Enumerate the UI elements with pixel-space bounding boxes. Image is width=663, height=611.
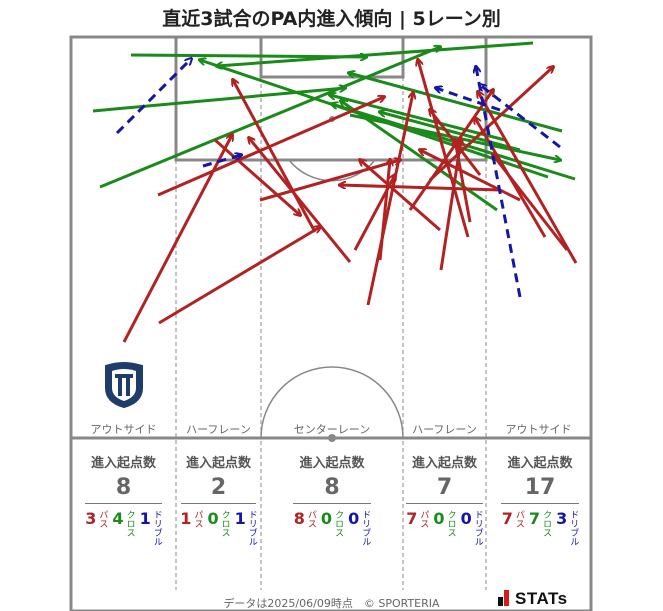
entry-breakdown: 8 パス 0 クロス 0 ドリブル: [293, 509, 371, 547]
dribble-count: 3: [556, 509, 568, 528]
stats-heading: 進入起点数: [411, 456, 477, 471]
pass-label: パス: [305, 510, 316, 528]
lane-stats-outside-left: 進入起点数 8 3 パス 4 クロス 1 ドリブル: [85, 452, 162, 546]
cross-count: 0: [207, 509, 219, 528]
cross-arrow: [200, 60, 549, 179]
pass-arrow: [378, 160, 390, 261]
cross-arrow: [330, 95, 506, 142]
cross-arrow: [99, 47, 440, 189]
cross-count: 0: [320, 509, 333, 528]
cross-label: クロス: [333, 510, 344, 537]
pass-arrow: [478, 92, 578, 264]
entry-total: 8: [293, 475, 371, 504]
pass-label: パス: [513, 510, 524, 528]
entry-total: 17: [501, 475, 579, 504]
cross-arrow: [349, 73, 563, 133]
entry-breakdown: 7 パス 7 クロス 3 ドリブル: [501, 509, 579, 547]
stats-bars-icon: [498, 590, 512, 606]
pass-count: 7: [501, 509, 513, 528]
pass-arrow: [475, 118, 547, 238]
pass-arrow: [408, 90, 493, 211]
lane-label-outside-right: アウトサイド: [505, 423, 572, 436]
pass-count: 3: [85, 509, 97, 528]
pass-arrow: [360, 160, 441, 232]
center-circle: [260, 366, 404, 439]
cross-arrow: [92, 88, 345, 113]
dribble-count: 1: [234, 509, 246, 528]
entry-total: 7: [406, 475, 483, 504]
lane-stats-center: 進入起点数 8 8 パス 0 クロス 0 ドリブル: [293, 452, 371, 546]
entry-breakdown: 7 パス 0 クロス 0 ドリブル: [406, 509, 483, 547]
chart-title: 直近3試合のPA内進入傾向 | 5レーン別: [162, 8, 501, 30]
pass-arrow: [157, 97, 384, 197]
dribble-count: 0: [460, 509, 472, 528]
dribble-arrow: [202, 155, 241, 168]
pass-count: 1: [180, 509, 192, 528]
pass-arrow: [455, 140, 472, 223]
dribble-arrow: [436, 88, 501, 112]
entry-breakdown: 1 パス 0 クロス 1 ドリブル: [180, 509, 257, 547]
dribble-arrows: [115, 59, 561, 298]
entry-breakdown: 3 パス 4 クロス 1 ドリブル: [85, 509, 162, 547]
pass-arrow: [214, 138, 300, 215]
pass-arrow: [430, 110, 482, 176]
pass-arrow: [259, 160, 400, 202]
brand-logo: STATs: [498, 589, 568, 609]
pass-arrow: [428, 67, 553, 182]
pass-label: パス: [192, 510, 203, 528]
cross-label: クロス: [541, 510, 552, 537]
stats-heading: 進入起点数: [507, 456, 573, 471]
cross-label: クロス: [219, 510, 230, 537]
dribble-count: 1: [139, 509, 151, 528]
lane-label-halfspace-right: ハーフレーン: [412, 423, 477, 436]
center-spot: [328, 434, 336, 442]
lane-stats-outside-right: 進入起点数 17 7 パス 7 クロス 3 ドリブル: [501, 452, 579, 546]
dribble-count: 0: [348, 509, 360, 528]
cross-arrow: [217, 41, 534, 66]
cross-arrows: [92, 41, 576, 212]
dribble-label: ドリブル: [360, 510, 371, 546]
pass-arrow: [233, 80, 317, 233]
pass-arrows: [122, 60, 578, 343]
pass-count: 7: [406, 509, 418, 528]
footer-credit: データは2025/06/09時点 © SPORTERIA: [223, 597, 440, 610]
pass-arrow: [366, 93, 413, 306]
dribble-arrow: [115, 59, 191, 135]
team-crest-icon: [105, 362, 143, 408]
pass-count: 8: [293, 509, 305, 528]
pass-arrow: [418, 60, 470, 238]
lane-stats-halfspace-left: 進入起点数 2 1 パス 0 クロス 1 ドリブル: [180, 452, 257, 547]
pass-arrow: [340, 185, 501, 192]
brand-text: STATs: [515, 589, 568, 608]
stats-heading: 進入起点数: [185, 456, 251, 471]
cross-label: クロス: [445, 510, 456, 537]
entry-total: 2: [181, 475, 256, 504]
cross-label: クロス: [124, 510, 135, 537]
cross-count: 7: [528, 509, 541, 528]
lane-label-outside-left: アウトサイド: [90, 423, 157, 436]
pass-label: パス: [97, 510, 108, 528]
stats-heading: 進入起点数: [299, 456, 365, 471]
lane-label-halfspace-left: ハーフレーン: [186, 423, 251, 436]
entry-total: 8: [85, 475, 162, 504]
cross-count: 4: [112, 509, 124, 528]
dribble-label: ドリブル: [246, 510, 257, 546]
pass-arrow: [353, 175, 395, 251]
dribble-arrow: [480, 85, 561, 149]
cross-count: 0: [433, 509, 445, 528]
cross-arrow: [380, 112, 521, 152]
lane-stats-halfspace-right: 進入起点数 7 7 パス 0 クロス 0 ドリブル: [406, 452, 483, 546]
stats-heading: 進入起点数: [90, 456, 156, 471]
dribble-label: ドリブル: [568, 510, 579, 546]
pass-arrow: [158, 227, 320, 325]
pass-arrow: [420, 150, 521, 202]
dribble-label: ドリブル: [151, 510, 162, 546]
lane-label-center: センターレーン: [293, 423, 371, 436]
pass-arrow: [249, 138, 352, 263]
pass-label: パス: [418, 510, 429, 528]
dribble-label: ドリブル: [472, 510, 483, 546]
